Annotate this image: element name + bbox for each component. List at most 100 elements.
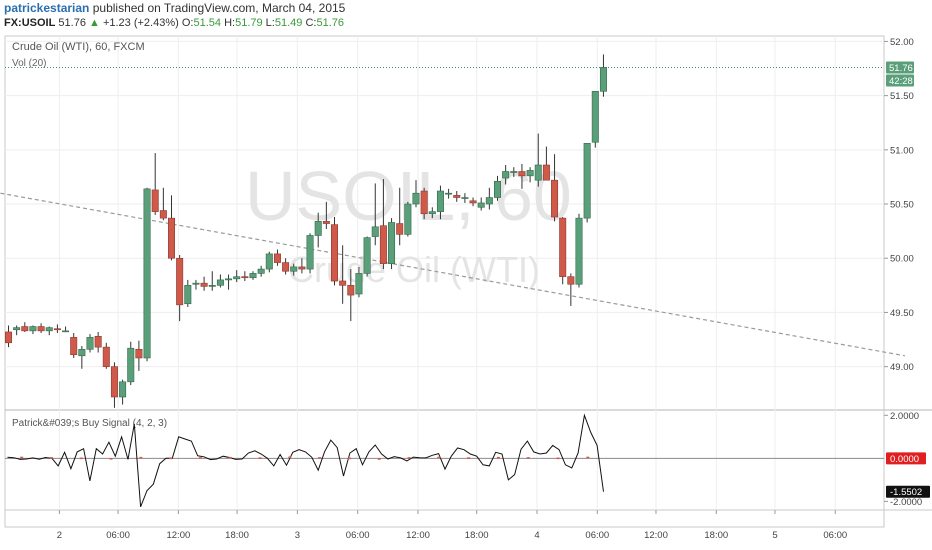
- candle-body[interactable]: [477, 202, 485, 208]
- candle-body[interactable]: [70, 337, 78, 356]
- candle-body[interactable]: [151, 189, 159, 212]
- candle-body[interactable]: [551, 179, 559, 218]
- candle-body[interactable]: [135, 348, 143, 359]
- candle-body[interactable]: [567, 276, 575, 285]
- candle-body[interactable]: [127, 347, 135, 383]
- symbol-name[interactable]: FX:USOIL: [4, 17, 56, 29]
- candle-body[interactable]: [445, 192, 453, 195]
- candle-body[interactable]: [29, 326, 37, 332]
- candle-body[interactable]: [102, 346, 110, 367]
- candle-body[interactable]: [428, 211, 436, 215]
- candle-body[interactable]: [78, 348, 86, 357]
- candle-body[interactable]: [396, 223, 404, 235]
- candle-body[interactable]: [53, 328, 61, 331]
- zero-value-badge-label: 0.0000: [890, 454, 919, 465]
- candle-body[interactable]: [200, 282, 208, 287]
- candle-body[interactable]: [168, 217, 176, 259]
- signal-marker: [169, 457, 173, 460]
- candle-body[interactable]: [306, 235, 314, 270]
- signal-markers: [20, 456, 590, 460]
- candle-body[interactable]: [184, 285, 192, 305]
- time-axis-label: 2: [57, 530, 62, 541]
- trendline[interactable]: [0, 192, 906, 357]
- candle-body[interactable]: [314, 221, 322, 236]
- candle-body[interactable]: [225, 278, 233, 281]
- candle-body[interactable]: [94, 335, 102, 348]
- time-axis-label: 12:00: [166, 530, 190, 541]
- candle-body[interactable]: [298, 266, 306, 270]
- candle-body[interactable]: [265, 253, 273, 270]
- time-axis-label: 3: [295, 530, 300, 541]
- last-price-badge-label: 51.76: [889, 63, 913, 74]
- candle-body[interactable]: [493, 180, 501, 198]
- candle-body[interactable]: [322, 221, 330, 224]
- author-link[interactable]: patrickestarian: [4, 1, 90, 15]
- candle-body[interactable]: [599, 67, 607, 92]
- candle-body[interactable]: [176, 257, 184, 306]
- candle-body[interactable]: [412, 192, 420, 205]
- candle-body[interactable]: [469, 200, 477, 204]
- candle-body[interactable]: [330, 224, 338, 282]
- candle-body[interactable]: [119, 381, 127, 398]
- candle-body[interactable]: [485, 197, 493, 205]
- price-axis-label: 52.00: [890, 37, 914, 48]
- candle-body[interactable]: [208, 285, 216, 287]
- candle-body[interactable]: [45, 327, 53, 332]
- candle-body[interactable]: [192, 282, 200, 285]
- candle-body[interactable]: [461, 197, 469, 199]
- watermark-name: Crude Oil (WTI): [288, 249, 540, 290]
- candle-body[interactable]: [371, 226, 379, 237]
- signal-last-badge-label: -1.5502: [890, 487, 922, 498]
- high-value: 51.79: [235, 17, 263, 29]
- candle-body[interactable]: [542, 164, 550, 181]
- signal-marker: [556, 457, 560, 460]
- candle-body[interactable]: [233, 276, 241, 280]
- low-value: 51.49: [274, 17, 303, 29]
- candle-body[interactable]: [347, 285, 355, 296]
- signal-marker: [139, 456, 143, 459]
- candle-body[interactable]: [404, 203, 412, 235]
- candle-body[interactable]: [436, 190, 444, 212]
- candle-body[interactable]: [13, 327, 21, 331]
- price-axis-label: 50.00: [890, 254, 914, 265]
- candle-body[interactable]: [502, 171, 510, 179]
- candle-body[interactable]: [339, 280, 347, 286]
- chart-frame: [4, 35, 885, 528]
- candle-body[interactable]: [534, 164, 542, 181]
- candle-body[interactable]: [5, 331, 13, 344]
- candle-body[interactable]: [453, 195, 461, 198]
- candle-body[interactable]: [249, 273, 257, 279]
- indicator-axis-label: 2.0000: [890, 411, 919, 422]
- low-label: L:: [265, 17, 275, 29]
- candle-body[interactable]: [86, 337, 94, 350]
- symbol-quote-bar: FX:USOIL 51.76 ▲ +1.23 (+2.43%) O:51.54 …: [4, 17, 344, 29]
- candle-body[interactable]: [559, 217, 567, 277]
- candle-body[interactable]: [62, 330, 70, 333]
- candle-body[interactable]: [143, 188, 151, 359]
- candle-body[interactable]: [257, 268, 265, 274]
- candle-body[interactable]: [518, 171, 526, 177]
- candle-body[interactable]: [282, 262, 290, 272]
- candle-body[interactable]: [591, 90, 599, 143]
- candle-body[interactable]: [526, 170, 534, 177]
- candle-body[interactable]: [273, 253, 281, 263]
- candle-body[interactable]: [379, 225, 387, 264]
- candle-body[interactable]: [290, 266, 298, 272]
- candle-body[interactable]: [216, 279, 224, 286]
- candle-body[interactable]: [355, 273, 363, 295]
- open-value: 51.54: [193, 17, 222, 29]
- candle-body[interactable]: [241, 276, 249, 279]
- candle-body[interactable]: [583, 143, 591, 219]
- candle-body[interactable]: [420, 190, 428, 215]
- candle-body[interactable]: [363, 237, 371, 274]
- candle-body[interactable]: [21, 326, 29, 332]
- candle-body[interactable]: [575, 217, 583, 285]
- candle-body[interactable]: [510, 171, 518, 173]
- indicator-title: Patrick&#039;s Buy Signal (4, 2, 3): [12, 418, 167, 429]
- candle-body[interactable]: [159, 210, 167, 219]
- indicator-axis-label: -2.0000: [890, 497, 922, 508]
- candle-body[interactable]: [110, 366, 118, 398]
- candle-body[interactable]: [37, 326, 45, 332]
- candle-body[interactable]: [388, 222, 396, 264]
